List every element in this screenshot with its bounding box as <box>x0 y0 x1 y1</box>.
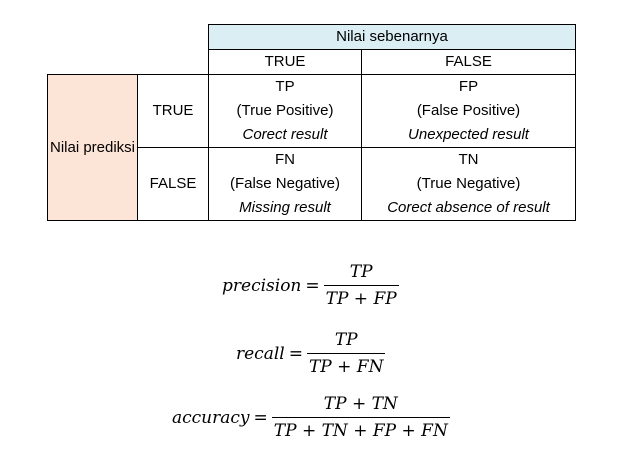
fp-abbr: FP <box>458 78 479 95</box>
fp-name: (False Positive) <box>416 102 521 119</box>
tp-name: (True Positive) <box>236 102 334 119</box>
true-positive-cell: TP (True Positive) Corect result <box>208 74 362 148</box>
precision-formula: precision = TP TP + FP <box>222 262 399 309</box>
precision-fraction: TP TP + FP <box>323 262 399 309</box>
tn-description: Corect absence of result <box>387 199 550 216</box>
accuracy-fraction: TP + TN TP + TN + FP + FN <box>271 394 450 441</box>
predicted-values-header: Nilai prediksi <box>47 74 138 221</box>
precision-numerator: TP <box>349 262 373 282</box>
empty-cell <box>138 50 209 75</box>
equals-sign: = <box>288 343 303 364</box>
false-negative-cell: FN (False Negative) Missing result <box>208 147 362 221</box>
recall-denominator: TP + FN <box>306 353 386 377</box>
precision-denominator: TP + FP <box>323 285 399 309</box>
tp-abbr: TP <box>275 78 295 95</box>
true-negative-cell: TN (True Negative) Corect absence of res… <box>361 147 576 221</box>
fn-description: Missing result <box>239 199 331 216</box>
recall-label: recall <box>236 343 285 364</box>
accuracy-numerator: TP + TN <box>323 394 398 414</box>
tn-name: (True Negative) <box>416 175 521 192</box>
tn-abbr: TN <box>458 151 479 168</box>
equals-sign: = <box>305 275 320 296</box>
predicted-true-label: TRUE <box>137 74 209 148</box>
empty-cell <box>48 50 138 75</box>
actual-values-header: Nilai sebenarnya <box>208 24 576 50</box>
fn-abbr: FN <box>275 151 295 168</box>
recall-formula: recall = TP TP + FN <box>236 330 386 377</box>
accuracy-denominator: TP + TN + FP + FN <box>271 417 450 441</box>
recall-numerator: TP <box>334 330 358 350</box>
false-positive-cell: FP (False Positive) Unexpected result <box>361 74 576 148</box>
tp-description: Corect result <box>242 126 328 143</box>
equals-sign: = <box>253 407 268 428</box>
actual-false-header: FALSE <box>361 49 576 75</box>
accuracy-label: accuracy <box>172 407 250 428</box>
recall-fraction: TP TP + FN <box>306 330 386 377</box>
predicted-false-label: FALSE <box>137 147 209 221</box>
fn-name: (False Negative) <box>229 175 341 192</box>
empty-cell <box>138 25 209 50</box>
empty-cell <box>48 25 138 50</box>
actual-true-header: TRUE <box>208 49 362 75</box>
confusion-matrix-table: Nilai sebenarnya TRUE FALSE Nilai predik… <box>47 24 576 221</box>
accuracy-formula: accuracy = TP + TN TP + TN + FP + FN <box>172 394 450 441</box>
fp-description: Unexpected result <box>408 126 529 143</box>
precision-label: precision <box>222 275 302 296</box>
